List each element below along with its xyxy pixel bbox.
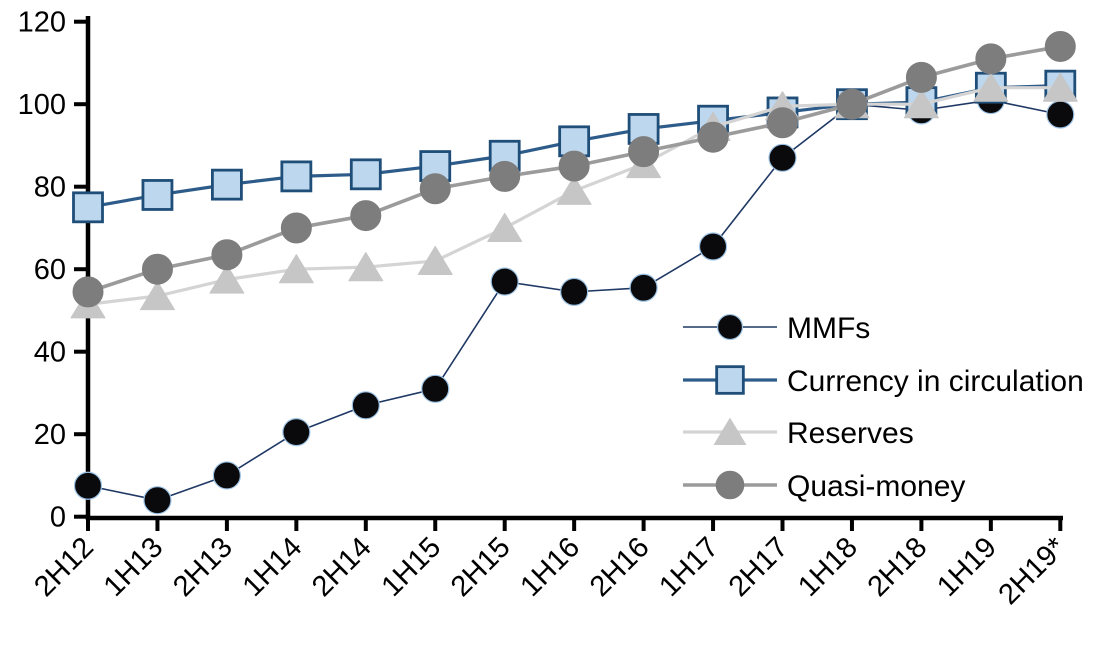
data-point-circle xyxy=(768,143,797,172)
data-point-triangle xyxy=(348,252,384,282)
data-point-circle xyxy=(560,277,589,306)
x-tick-label: 1H13 xyxy=(98,531,170,603)
series-quasi-money xyxy=(72,30,1076,308)
data-point-circle xyxy=(141,253,173,285)
data-point-triangle xyxy=(417,245,453,276)
data-point-circle xyxy=(489,160,521,192)
y-tick-label: 120 xyxy=(18,7,66,39)
data-point-circle xyxy=(211,239,243,271)
legend-label-quasi-money: Quasi-money xyxy=(787,470,965,503)
data-point-square xyxy=(349,158,382,191)
data-point-square xyxy=(141,179,174,211)
data-point-circle xyxy=(421,374,450,403)
x-tick-label: 1H14 xyxy=(237,531,309,603)
data-point-circle xyxy=(698,232,728,261)
data-point-circle xyxy=(73,471,103,500)
data-point-circle xyxy=(716,313,744,341)
x-tick-label: 2H15 xyxy=(445,531,517,603)
data-point-circle xyxy=(558,150,590,182)
data-point-circle xyxy=(212,461,241,490)
data-point-circle xyxy=(490,267,519,296)
data-point-triangle xyxy=(487,212,523,243)
x-tick-label: 1H16 xyxy=(514,531,586,603)
data-point-circle xyxy=(351,391,380,420)
data-point-circle xyxy=(72,276,104,308)
x-tick-label: 1H18 xyxy=(792,531,864,603)
x-tick-label: 2H16 xyxy=(584,531,656,603)
data-point-circle xyxy=(715,470,745,500)
data-point-circle xyxy=(1044,30,1076,62)
data-point-circle xyxy=(282,418,311,447)
data-point-circle xyxy=(767,107,798,139)
x-tick-label: 2H18 xyxy=(862,531,934,603)
x-tick-label: 1H19 xyxy=(931,531,1003,603)
y-tick-label: 80 xyxy=(34,172,66,204)
data-point-square xyxy=(280,160,313,193)
legend-label-currency-in-circulation: Currency in circulation xyxy=(787,365,1084,398)
x-tick-label: 2H12 xyxy=(28,531,100,603)
data-point-triangle xyxy=(713,417,747,446)
x-tick-label: 2H13 xyxy=(167,531,239,603)
data-point-triangle xyxy=(139,280,175,311)
y-tick-label: 0 xyxy=(50,502,66,534)
data-point-triangle xyxy=(556,175,592,205)
x-tick-label: 1H17 xyxy=(653,531,725,603)
x-tick-label: 1H15 xyxy=(376,531,448,603)
data-point-circle xyxy=(143,486,172,515)
legend-label-mmfs: MMFs xyxy=(787,312,870,345)
data-point-square xyxy=(715,365,745,395)
x-tick-label: 2H19* xyxy=(993,531,1073,611)
x-tick-label: 2H17 xyxy=(723,531,795,603)
data-point-circle xyxy=(629,273,658,302)
y-tick-label: 60 xyxy=(34,254,66,286)
legend-item-currency-in-circulation: Currency in circulation xyxy=(683,365,1084,398)
data-point-square xyxy=(72,191,104,224)
data-point-triangle xyxy=(278,254,314,284)
legend-label-reserves: Reserves xyxy=(787,417,914,450)
legend-item-mmfs: MMFs xyxy=(683,312,870,345)
data-point-circle xyxy=(419,173,451,205)
data-point-circle xyxy=(697,121,729,153)
data-point-circle xyxy=(905,61,937,93)
data-point-circle xyxy=(836,88,868,120)
data-point-circle xyxy=(628,136,660,168)
legend-item-quasi-money: Quasi-money xyxy=(683,470,965,503)
data-point-triangle xyxy=(973,72,1009,102)
data-point-triangle xyxy=(903,89,939,119)
legend: MMFs Currency in circulation Reserves Quasi… xyxy=(683,312,1084,503)
data-point-circle xyxy=(975,43,1007,75)
data-point-circle xyxy=(1046,100,1075,129)
y-tick-label: 100 xyxy=(18,89,66,121)
data-point-square xyxy=(210,168,243,201)
data-point-circle xyxy=(280,212,312,244)
data-point-triangle xyxy=(209,264,245,294)
x-tick-label: 2H14 xyxy=(306,531,378,603)
data-point-circle xyxy=(350,200,382,232)
data-point-triangle xyxy=(1042,72,1078,102)
legend-item-reserves: Reserves xyxy=(683,417,914,450)
y-tick-label: 20 xyxy=(34,419,66,451)
y-tick-label: 40 xyxy=(34,337,66,369)
